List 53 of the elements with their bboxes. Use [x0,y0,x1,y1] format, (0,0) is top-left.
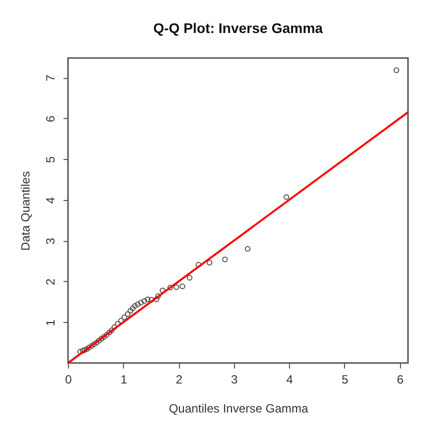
point [222,256,228,262]
y-tick-label: 7 [44,74,58,82]
point [130,306,136,312]
point [122,314,128,320]
x-tick-label: 1 [120,372,128,386]
x-tick-label: 3 [231,372,238,386]
point [104,332,110,338]
point [118,318,124,324]
x-axis-title: Quantiles Inverse Gamma [168,402,309,416]
y-axis-title: Data Quantiles [18,171,32,251]
point [128,308,134,314]
y-tick-label: 4 [44,196,58,204]
x-tick-label: 4 [286,372,294,386]
point [106,330,112,336]
point [134,301,141,308]
y-tick-label: 2 [44,278,58,286]
point [174,284,180,290]
point [155,293,161,299]
point [180,284,186,290]
point [206,260,212,266]
x-tick-label: 5 [342,372,349,386]
point [244,246,251,252]
point [148,296,154,303]
chart-title: Q-Q Plot: Inverse Gamma [153,20,324,36]
point [196,262,202,268]
point [186,274,192,281]
point [124,311,131,317]
point [112,324,118,330]
point [160,288,166,294]
y-tick-label: 6 [44,115,58,122]
y-tick-label: 3 [44,238,58,245]
point [132,303,138,309]
point [98,336,105,342]
point [141,298,148,304]
point [88,343,95,349]
point [94,340,100,346]
point [284,194,290,200]
point [154,296,160,302]
point [167,284,174,290]
x-tick-label: 0 [65,372,72,386]
point [91,341,97,348]
y-tick-label: 1 [44,319,58,326]
x-tick-label: 2 [176,372,183,386]
point [394,67,400,74]
y-tick-label: 5 [44,156,58,163]
point [138,300,144,306]
x-tick-label: 6 [396,372,404,386]
point [84,346,90,352]
point [101,334,107,340]
point [86,344,92,350]
point [108,328,115,334]
point [96,338,102,344]
point [144,296,150,302]
